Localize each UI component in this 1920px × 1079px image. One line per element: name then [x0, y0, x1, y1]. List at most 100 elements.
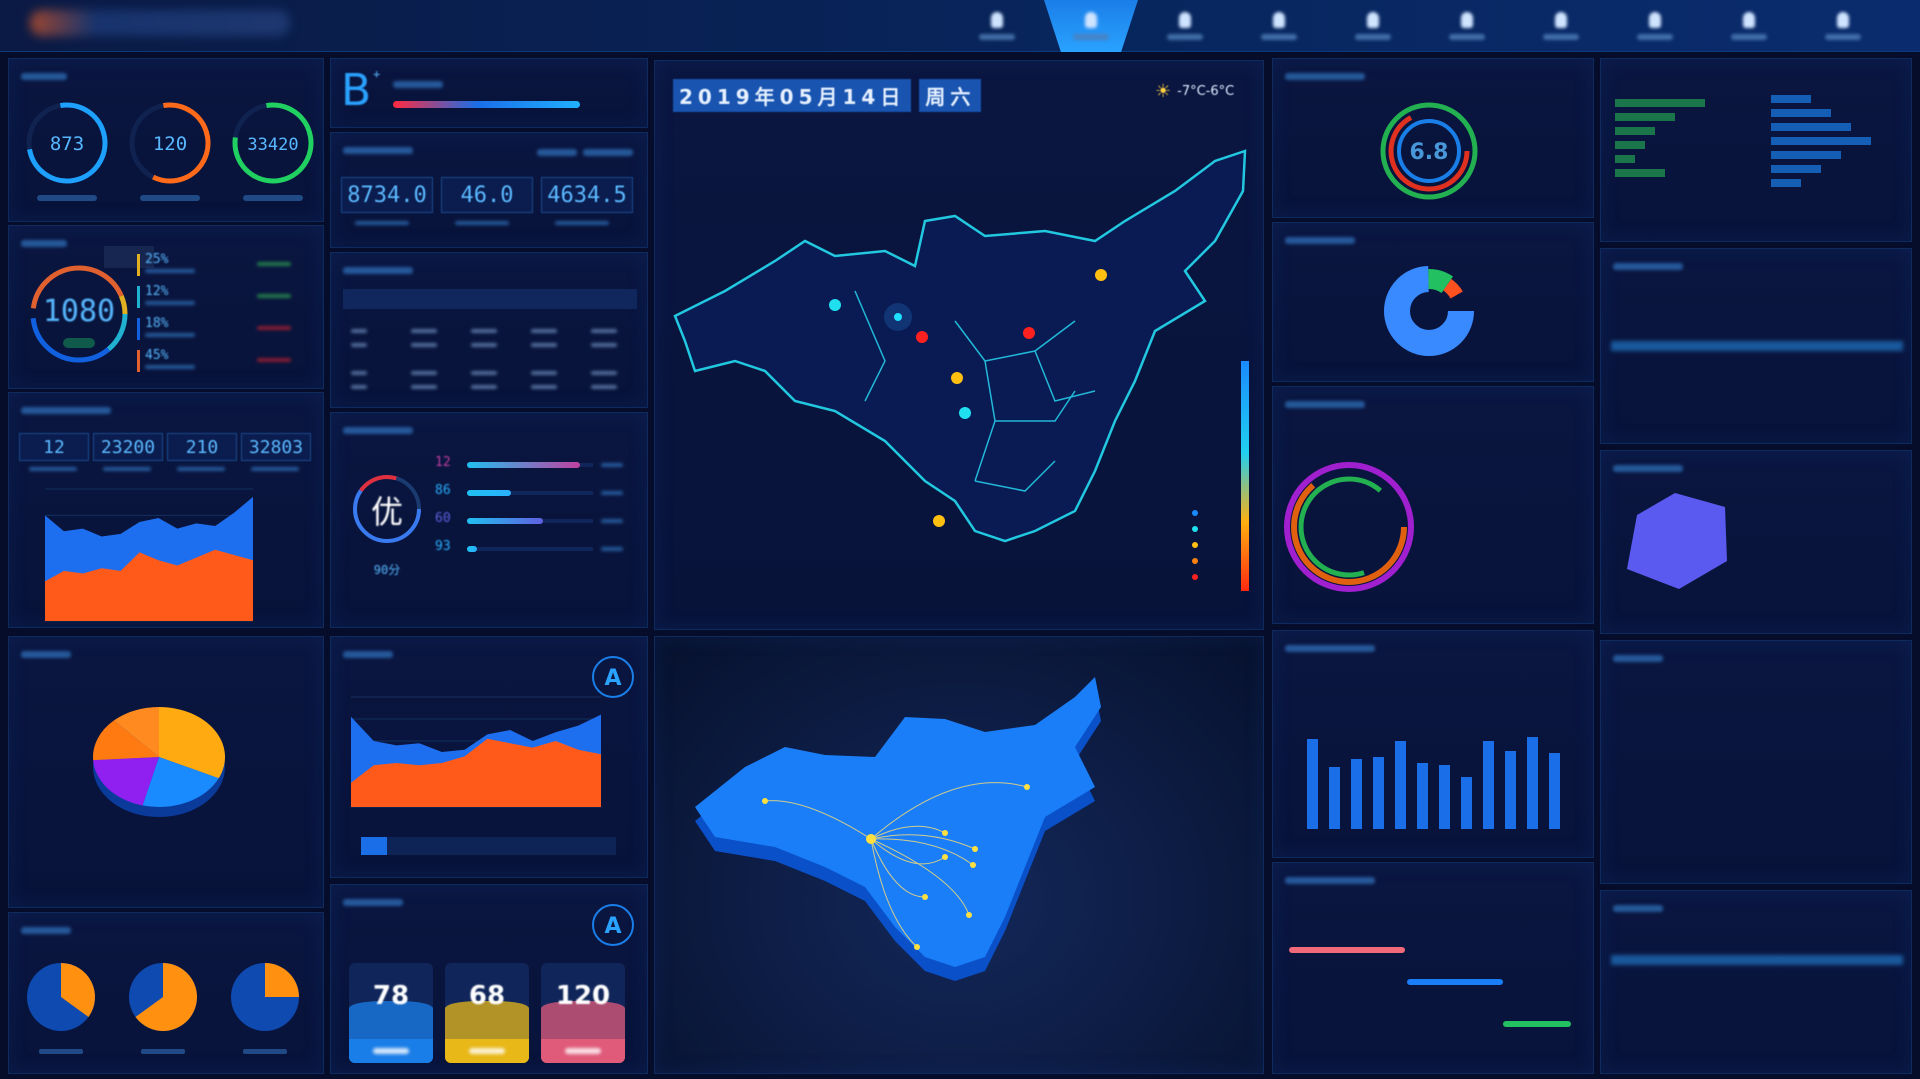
- user-icon: [991, 12, 1003, 28]
- evaluation-bar-value: 60: [435, 511, 451, 526]
- panel-heat-analysis: 12 23200 210 32803: [8, 392, 324, 628]
- home-icon: [1555, 12, 1567, 28]
- bar: [1307, 739, 1318, 829]
- panel-range-bars: [1272, 862, 1594, 1074]
- flame-icon: [1085, 12, 1097, 28]
- chart-scrollbar[interactable]: [361, 837, 616, 855]
- map-weekday: 周六: [919, 79, 982, 112]
- logo: [30, 10, 290, 36]
- nav-item[interactable]: [950, 0, 1044, 52]
- nav-item[interactable]: [1514, 0, 1608, 52]
- nav-item[interactable]: [1420, 0, 1514, 52]
- cost-percent: 25%: [145, 252, 169, 267]
- bar: [1527, 737, 1538, 829]
- nav-item[interactable]: [1138, 0, 1232, 52]
- pie-slice: [142, 757, 219, 807]
- panel-table-3: [1600, 890, 1912, 1074]
- grade-sup: +: [373, 67, 381, 81]
- energy-value: 8734.0: [341, 177, 433, 213]
- small-pie-slice: [135, 963, 197, 1031]
- gauge-value: 120: [153, 133, 187, 155]
- bar: [1373, 757, 1384, 829]
- svg-text:A: A: [604, 914, 621, 939]
- panel-radar: [1600, 450, 1912, 634]
- pie-slice: [93, 720, 159, 761]
- nav-item[interactable]: [1044, 0, 1138, 52]
- area-series-1: [351, 738, 601, 807]
- panel-ring-1: 6.8: [1272, 58, 1594, 218]
- bar: [1461, 777, 1472, 829]
- grade-letter: B: [341, 65, 372, 116]
- stat-card: 78: [349, 963, 433, 1063]
- bar: [1417, 763, 1428, 829]
- monitor-icon: [1179, 12, 1191, 28]
- area-series-1: [45, 549, 253, 621]
- bar-chart: [1307, 737, 1560, 829]
- panel-evaluation: 优 90分 12 86 60 93: [330, 412, 648, 628]
- nav-item[interactable]: [1702, 0, 1796, 52]
- small-pies: [27, 963, 299, 1054]
- nav-item[interactable]: [1796, 0, 1890, 52]
- gauge-group: 873 120 33420: [26, 102, 314, 201]
- evaluation-bar-value: 12: [435, 455, 451, 470]
- partly-cloudy-icon: ☀: [1155, 81, 1172, 102]
- chart-icon: [1649, 12, 1661, 28]
- user-icon: [1367, 12, 1379, 28]
- energy-value: 46.0: [441, 177, 533, 213]
- gauge-arc: [232, 102, 314, 184]
- area-chart-1: [45, 488, 253, 622]
- pie-slice: [113, 707, 159, 757]
- evaluation-bar: [467, 546, 478, 552]
- evaluation-bar-value: 86: [435, 483, 451, 498]
- card-value: 120: [555, 981, 611, 1011]
- settings-icon: [1837, 12, 1849, 28]
- pie-slice: [93, 757, 159, 806]
- nav-item[interactable]: [1232, 0, 1326, 52]
- region-map[interactable]: [655, 61, 1265, 631]
- cost-percent: 45%: [145, 348, 169, 363]
- nav-item[interactable]: [1326, 0, 1420, 52]
- panel-energy: 8734.0 46.0 4634.5: [330, 132, 648, 248]
- flow-map[interactable]: [655, 637, 1265, 1075]
- grade-progress-bar: [393, 101, 580, 108]
- evaluation-bar: [467, 462, 581, 468]
- panel-table-1: [1600, 248, 1912, 444]
- small-pie-slice: [265, 963, 299, 997]
- cost-percent: 12%: [145, 284, 169, 299]
- panel-ring-2: [1272, 222, 1594, 382]
- bar: [1395, 741, 1406, 829]
- panel-grade: B +: [330, 58, 648, 128]
- panel-ring-3: [1272, 386, 1594, 624]
- pie-chart: [93, 707, 226, 817]
- stat-value: 210: [167, 433, 237, 461]
- card-value: 68: [468, 981, 506, 1011]
- panel-daily-table: [330, 252, 648, 408]
- gauge-arc: [26, 102, 108, 184]
- panel-hbars: [1600, 58, 1912, 242]
- panel-pie: [8, 636, 324, 908]
- panel-gauges: 873 120 33420: [8, 58, 324, 222]
- a-badge-icon: A: [592, 656, 634, 698]
- panel-cost: 1080 25% 12% 18% 45%: [8, 225, 324, 389]
- evaluation-bar: [467, 518, 543, 524]
- user-icon: [1743, 12, 1755, 28]
- bar: [1483, 741, 1494, 829]
- panel-supply-quality: A: [330, 636, 648, 878]
- stat-card: 68: [445, 963, 529, 1063]
- evaluation-score: 90分: [373, 563, 401, 577]
- document-icon: [1273, 12, 1285, 28]
- nav-item[interactable]: [1608, 0, 1702, 52]
- stat-value: 23200: [93, 433, 163, 461]
- gauge-arc: [129, 102, 211, 184]
- energy-value: 4634.5: [541, 177, 633, 213]
- card-value: 78: [372, 981, 410, 1011]
- panel-table-2: [1600, 640, 1912, 884]
- bar: [1439, 765, 1450, 829]
- panel-3d-map: [654, 636, 1264, 1074]
- bar: [1549, 753, 1560, 829]
- top-bar: [0, 0, 1920, 52]
- bar: [1505, 751, 1516, 829]
- svg-text:A: A: [604, 666, 621, 691]
- stat-card: 120: [541, 963, 625, 1063]
- evaluation-bar: [467, 490, 512, 496]
